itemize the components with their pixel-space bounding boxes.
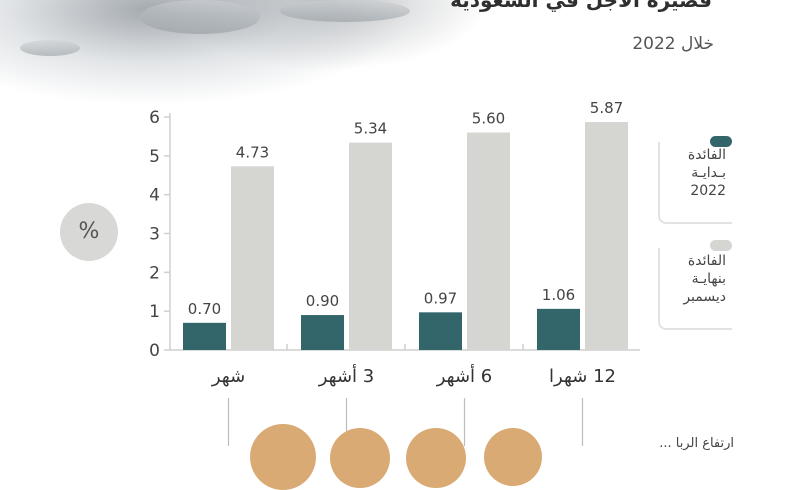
coin-icon <box>484 428 542 486</box>
data-label: 0.70 <box>188 300 221 318</box>
bar-chart: 0 1 2 3 4 5 6 0.70 4.73 شهر 0.90 5.34 3 أشهر 0.97 5.60… <box>149 99 640 446</box>
data-label: 4.73 <box>236 143 269 161</box>
bar-end <box>349 142 392 350</box>
legend-label: الفائدة <box>687 253 726 269</box>
x-tick-label: 12 شهرا <box>549 366 616 387</box>
bar-end <box>231 166 274 350</box>
y-tick-label: 4 <box>149 186 160 206</box>
y-tick-label: 0 <box>149 341 160 361</box>
x-tick-label: 6 أشهر <box>436 364 493 387</box>
coin-icon <box>330 428 390 488</box>
coin-image <box>20 40 80 56</box>
legend-label: بـدايـة <box>691 165 726 181</box>
legend-label: بنهايـة <box>691 271 726 287</box>
legend-swatch-end <box>710 240 732 251</box>
data-label: 0.97 <box>424 289 457 307</box>
data-label: 5.87 <box>590 99 623 117</box>
bar-start <box>537 308 580 350</box>
unit-badge: % <box>60 203 118 261</box>
coin-stack-image <box>280 0 410 22</box>
y-tick-label: 5 <box>149 147 160 167</box>
chart-title: قصيرة الأجل في السعودية <box>450 0 712 12</box>
legend-label: ديسمبر <box>683 289 726 305</box>
bar-start <box>183 322 226 350</box>
footer-note: ارتفاع الربا ... <box>659 436 734 451</box>
legend-label: الفائدة <box>687 147 726 163</box>
data-label: 5.60 <box>472 110 505 128</box>
legend-item-end: الفائدة بنهايـة ديسمبر <box>658 248 732 330</box>
chart-subtitle: خلال 2022 <box>632 34 714 54</box>
bar-start <box>419 312 462 350</box>
data-label: 1.06 <box>542 286 575 304</box>
legend-item-start: الفائدة بـدايـة 2022 <box>658 142 732 224</box>
bar-start <box>301 315 344 350</box>
data-label: 5.34 <box>354 120 387 138</box>
x-tick-label: شهر <box>211 366 245 387</box>
background-photo <box>0 0 500 135</box>
y-tick-label: 6 <box>149 108 160 128</box>
coin-icon <box>406 428 466 488</box>
y-tick-label: 3 <box>149 225 160 245</box>
data-label: 0.90 <box>306 292 339 310</box>
bar-end <box>585 122 628 350</box>
legend-swatch-start <box>710 136 732 147</box>
coin-stack-image <box>140 0 260 34</box>
legend-label: 2022 <box>690 183 726 199</box>
y-tick-label: 2 <box>149 263 160 283</box>
x-tick-label: 3 أشهر <box>318 364 375 387</box>
coin-icon <box>250 424 316 490</box>
bar-end <box>467 132 510 350</box>
y-tick-label: 1 <box>149 302 160 322</box>
